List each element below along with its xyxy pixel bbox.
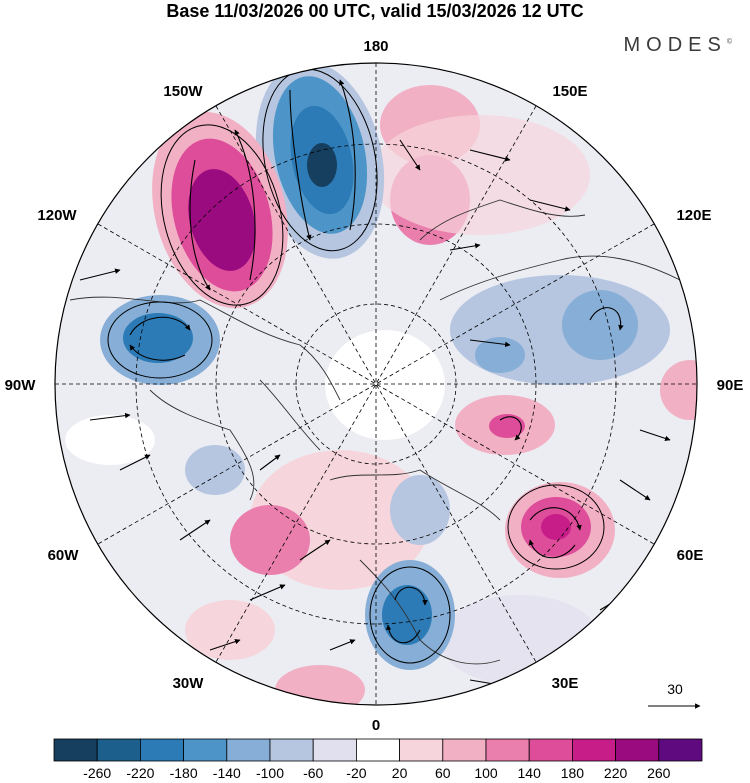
colorbar-tick-label: 260 [647,765,671,781]
colorbar-tick-label: 100 [474,765,498,781]
colorbar-swatch [53,738,98,762]
label-150w: 150W [163,83,203,100]
colorbar-swatch [312,738,357,762]
label-120e: 120E [676,207,711,224]
colorbar-tick-label: 20 [392,765,408,781]
label-0: 0 [372,717,380,734]
label-120w: 120W [37,207,77,224]
colorbar-swatch [355,738,400,762]
map-border [54,62,698,706]
anomaly-field [55,63,697,705]
colorbar-swatch [615,738,660,762]
colorbar-tick-label: -220 [126,765,154,781]
colorbar-tick-label: 140 [518,765,542,781]
colorbar-swatch [658,738,703,762]
colorbar-tick-label: -140 [213,765,241,781]
brand-text: MODES [623,34,727,56]
label-30e: 30E [552,675,579,692]
colorbar-tick-label: 220 [604,765,628,781]
colorbar-tick-label: -260 [83,765,111,781]
colorbar-swatch [572,738,617,762]
label-30w: 30W [173,675,205,692]
colorbar-swatch [399,738,444,762]
vector-scale-label: 30 [667,681,683,697]
label-60w: 60W [48,547,80,564]
colorbar-swatch [139,738,184,762]
colorbar-swatch [528,738,573,762]
colorbar-tick-label: -20 [346,765,366,781]
colorbar-swatch [96,738,141,762]
colorbar-swatch [269,738,314,762]
copyright-mark: © [726,38,732,46]
label-180: 180 [363,38,388,55]
colorbar-tick-label: -180 [170,765,198,781]
label-150e: 150E [552,83,587,100]
colorbar-swatch [183,738,228,762]
colorbar-tick-label: 180 [561,765,585,781]
map-title: Base 11/03/2026 00 UTC, valid 15/03/2026… [166,1,584,21]
colorbar-swatch [442,738,487,762]
colorbar-tick-label: -60 [303,765,323,781]
colorbar-tick-label: 60 [435,765,451,781]
label-60e: 60E [677,547,704,564]
label-90e: 90E [717,377,744,394]
colorbar-swatch [485,738,530,762]
colorbar: -260 -220 -180 -140 -100 -60 -20 20 60 100 140 180 2… [53,738,703,781]
colorbar-swatch [226,738,271,762]
colorbar-tick-label: -100 [256,765,284,781]
brand-logo: MODES© [623,34,732,57]
label-90w: 90W [5,377,37,394]
